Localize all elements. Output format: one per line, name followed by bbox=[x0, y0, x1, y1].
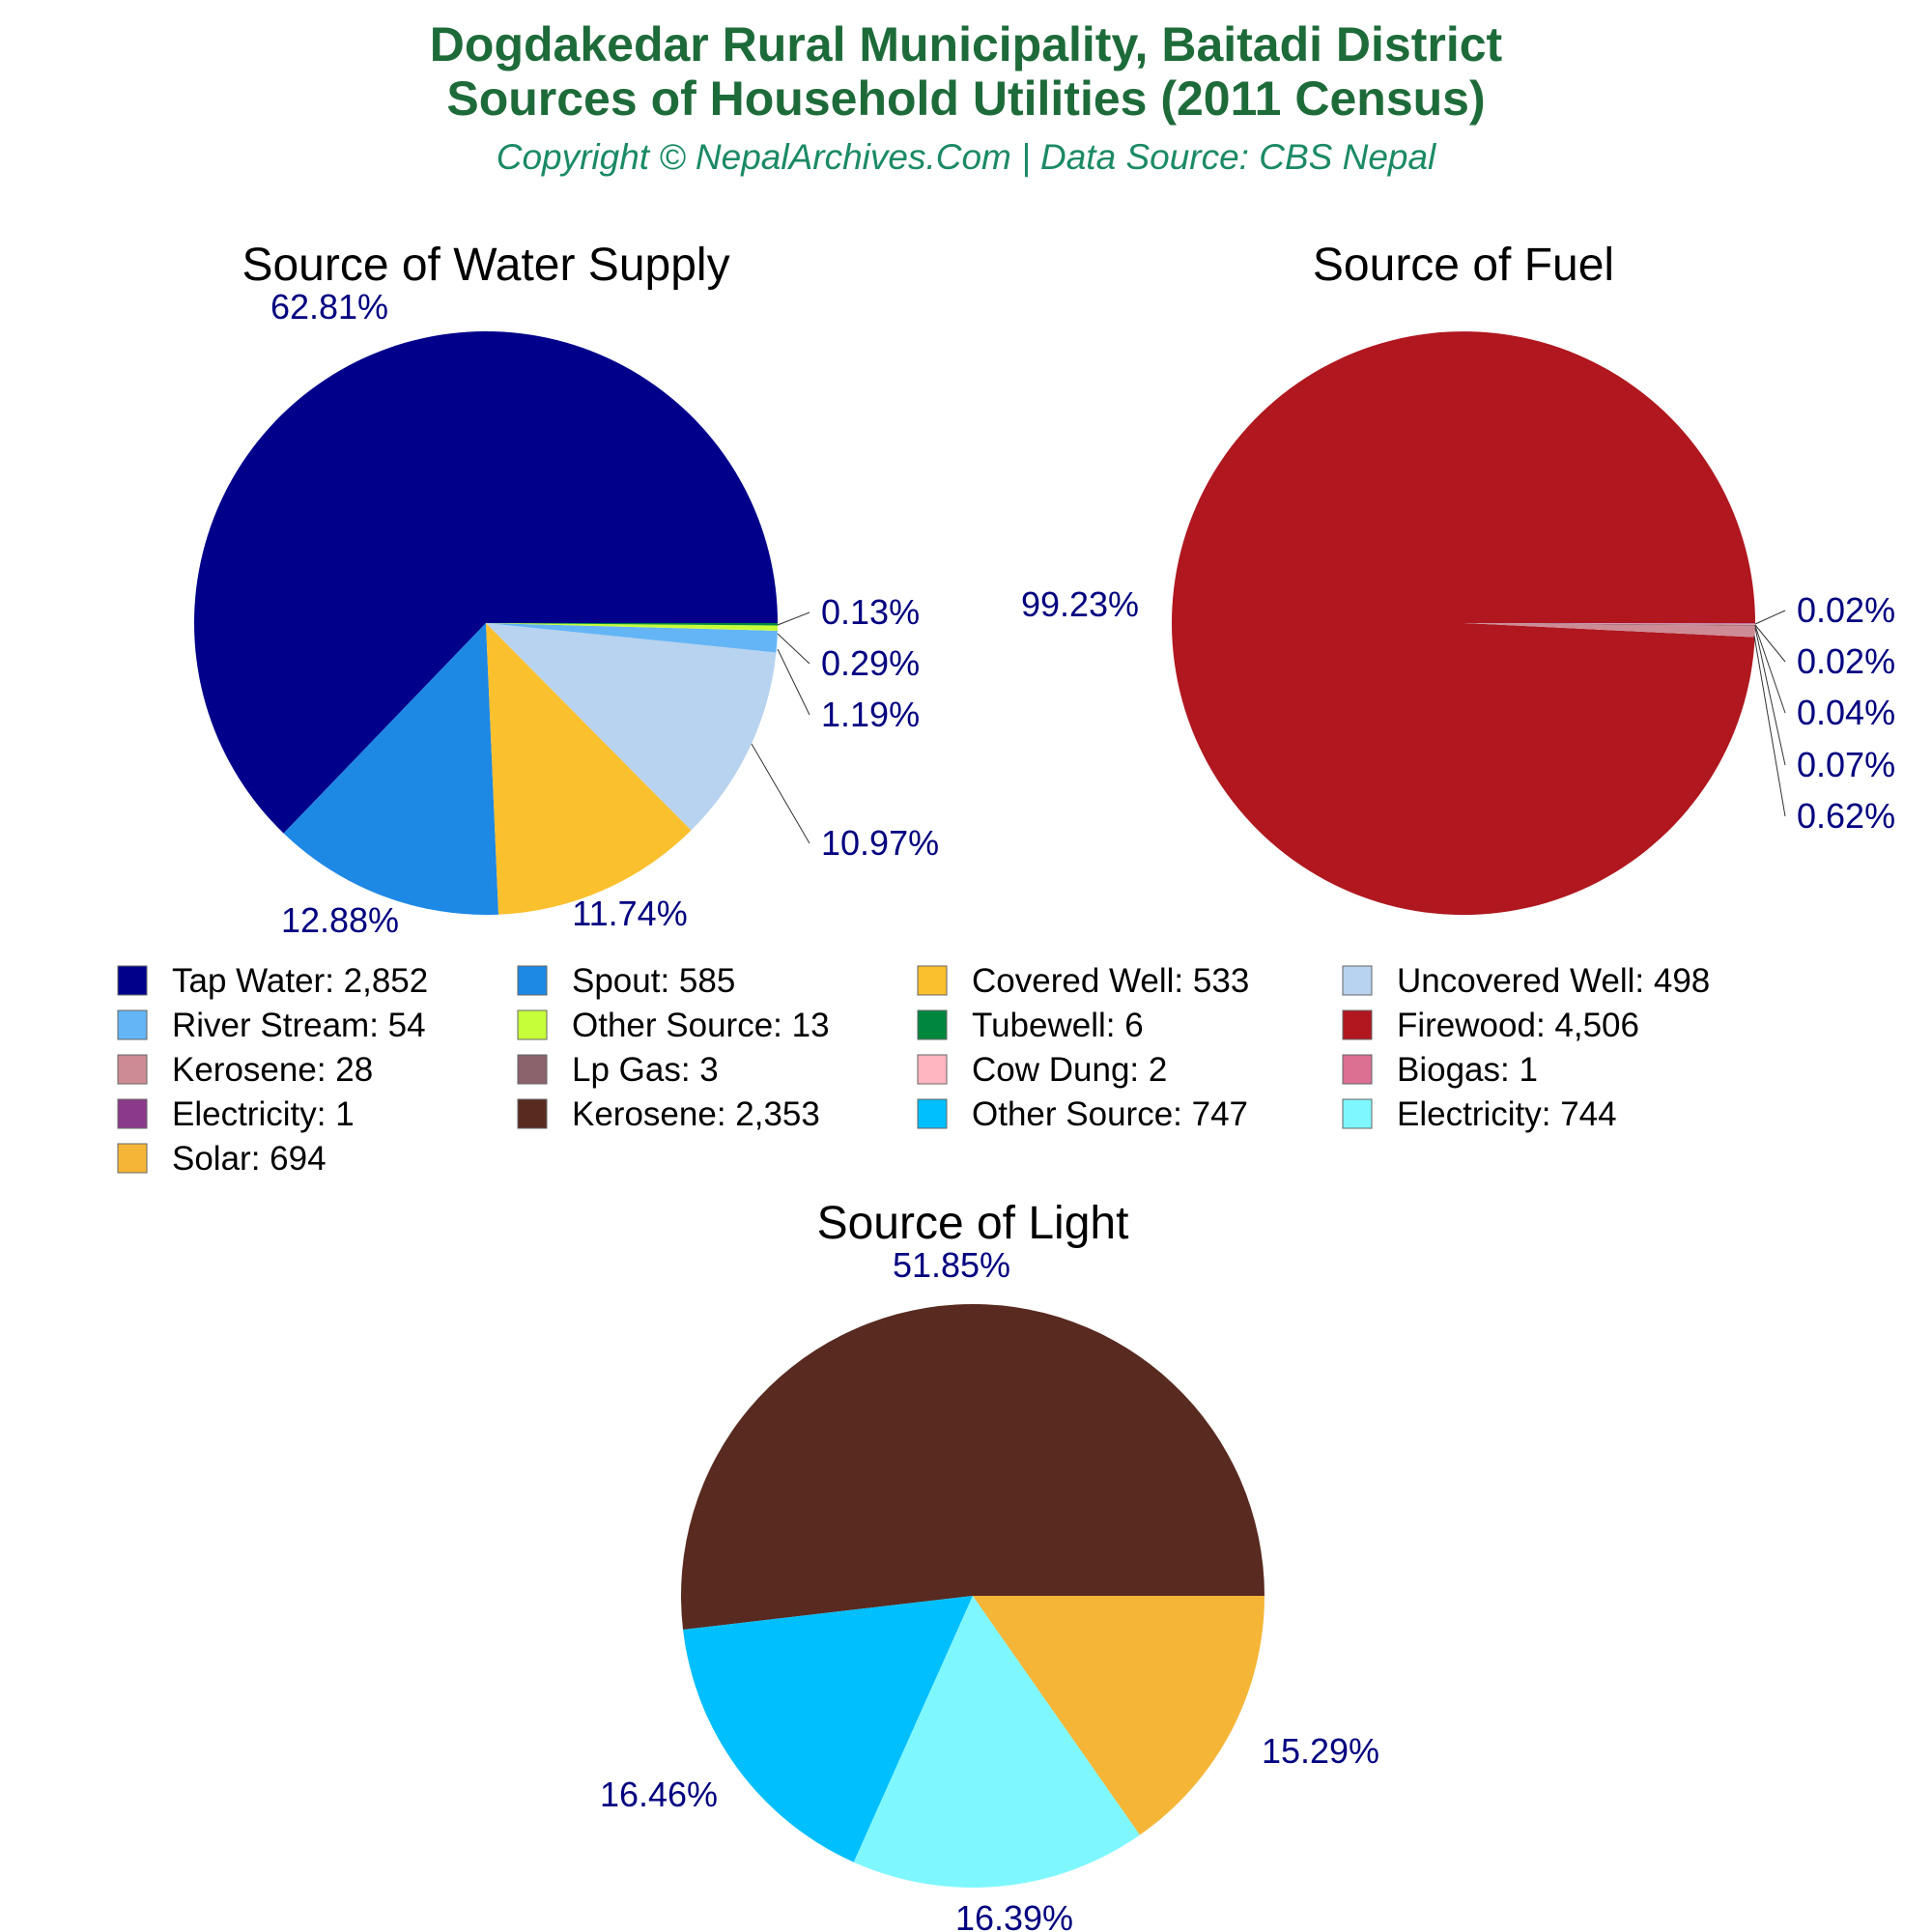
legend-label-tap-water-2-852: Tap Water: 2,852 bbox=[172, 962, 428, 1000]
legend-label-solar-694: Solar: 694 bbox=[172, 1140, 327, 1178]
legend-label-other-source-747: Other Source: 747 bbox=[972, 1095, 1248, 1133]
legend-swatch-solar-694 bbox=[117, 1143, 148, 1174]
source-of-water-supply-percent-label-river-stream: 1.19% bbox=[821, 695, 920, 734]
source-of-light-slice-electricity bbox=[853, 1596, 1140, 1889]
source-of-water-supply-slice-spout bbox=[283, 623, 499, 916]
source-of-fuel-leader-line-cow-dung bbox=[1754, 625, 1786, 714]
legend-swatch-covered-well-533 bbox=[917, 965, 948, 996]
source-of-water-supply-percent-label-tubewell: 0.13% bbox=[821, 592, 920, 632]
legend-label-lp-gas-3: Lp Gas: 3 bbox=[572, 1051, 719, 1089]
legend-swatch-firewood-4-506 bbox=[1342, 1009, 1373, 1040]
chart-title-line-2: Sources of Household Utilities (2011 Cen… bbox=[446, 71, 1486, 126]
source-of-light-slice-solar bbox=[973, 1596, 1264, 1835]
source-of-fuel-leader-line-lp-gas bbox=[1754, 627, 1786, 766]
source-of-water-supply-slice-covered-well bbox=[486, 623, 692, 915]
legend-label-covered-well-533: Covered Well: 533 bbox=[972, 962, 1249, 1000]
source-of-water-supply-percent-label-tap-water: 62.81% bbox=[270, 287, 388, 327]
legend-swatch-tubewell-6 bbox=[917, 1009, 948, 1040]
chart-header: Dogdakedar Rural Municipality, Baitadi D… bbox=[0, 17, 1932, 180]
source-of-fuel-percent-label-cow-dung: 0.04% bbox=[1797, 693, 1895, 732]
source-of-fuel-slice-lp-gas bbox=[1463, 623, 1755, 626]
source-of-light-title: Source of Light bbox=[817, 1198, 1129, 1249]
source-of-fuel-slice-cow-dung bbox=[1463, 623, 1756, 625]
source-of-fuel-percent-label-biogas: 0.02% bbox=[1797, 641, 1895, 681]
source-of-fuel-slice-kerosene bbox=[1463, 623, 1755, 638]
legend-label-tubewell-6: Tubewell: 6 bbox=[972, 1007, 1144, 1044]
legend-swatch-kerosene-28 bbox=[117, 1054, 148, 1085]
legend-swatch-cow-dung-2 bbox=[917, 1054, 948, 1085]
legend-label-biogas-1: Biogas: 1 bbox=[1397, 1051, 1538, 1089]
legend-label-kerosene-2-353: Kerosene: 2,353 bbox=[572, 1095, 820, 1133]
source-of-water-supply-title: Source of Water Supply bbox=[242, 240, 729, 291]
source-of-light-percent-label-other-source: 16.46% bbox=[600, 1775, 718, 1814]
source-of-light-slice-other-source bbox=[683, 1596, 973, 1862]
source-of-fuel-slice-firewood bbox=[1172, 331, 1755, 916]
source-of-water-supply-percent-label-spout: 12.88% bbox=[281, 900, 399, 940]
source-of-water-supply-slice-tubewell bbox=[486, 623, 779, 626]
chart-title-line-1: Dogdakedar Rural Municipality, Baitadi D… bbox=[429, 17, 1503, 71]
legend-label-electricity-1: Electricity: 1 bbox=[172, 1095, 355, 1133]
source-of-light-percent-label-kerosene: 51.85% bbox=[893, 1245, 1010, 1285]
legend-swatch-electricity-744 bbox=[1342, 1098, 1373, 1129]
source-of-fuel-percent-label-electricity: 0.02% bbox=[1797, 590, 1895, 630]
legend-label-electricity-744: Electricity: 744 bbox=[1397, 1095, 1617, 1133]
source-of-light-percent-label-electricity: 16.39% bbox=[955, 1898, 1073, 1932]
legend-swatch-tap-water-2-852 bbox=[117, 965, 148, 996]
source-of-water-supply-percent-label-covered-well: 11.74% bbox=[572, 894, 687, 933]
chart-subtitle: Copyright © NepalArchives.Com | Data Sou… bbox=[496, 137, 1436, 177]
source-of-water-supply-slice-river-stream bbox=[486, 623, 778, 653]
source-of-fuel-percent-label-kerosene: 0.62% bbox=[1797, 796, 1895, 836]
source-of-water-supply-slice-uncovered-well bbox=[486, 623, 777, 831]
source-of-water-supply-leader-line-uncovered-well bbox=[751, 743, 810, 844]
legend-label-other-source-13: Other Source: 13 bbox=[572, 1007, 830, 1044]
legend-swatch-electricity-1 bbox=[117, 1098, 148, 1129]
source-of-water-supply-leader-line-other-source bbox=[777, 633, 810, 665]
legend-swatch-other-source-13 bbox=[517, 1009, 548, 1040]
fuel-pie: Source of Fuel 99.23% 0.62% 0.07% 0.04% 0.02%… bbox=[1021, 240, 1895, 916]
source-of-fuel-title: Source of Fuel bbox=[1313, 240, 1614, 291]
legend-swatch-biogas-1 bbox=[1342, 1054, 1373, 1085]
legend-swatch-other-source-747 bbox=[917, 1098, 948, 1129]
legend-label-river-stream-54: River Stream: 54 bbox=[172, 1007, 426, 1044]
legend-label-cow-dung-2: Cow Dung: 2 bbox=[972, 1051, 1167, 1089]
source-of-water-supply-percent-label-uncovered-well: 10.97% bbox=[821, 823, 939, 863]
source-of-fuel-percent-label-firewood: 99.23% bbox=[1021, 584, 1139, 624]
source-of-water-supply-leader-line-tubewell bbox=[777, 611, 810, 626]
source-of-fuel-leader-line-electricity bbox=[1754, 610, 1786, 625]
source-of-water-supply-leader-line-river-stream bbox=[777, 648, 810, 716]
legend-label-spout-585: Spout: 585 bbox=[572, 962, 735, 1000]
source-of-light-percent-label-solar: 15.29% bbox=[1262, 1731, 1379, 1771]
source-of-water-supply-slice-other-source bbox=[486, 623, 778, 631]
source-of-water-supply-percent-label-other-source: 0.29% bbox=[821, 643, 920, 683]
source-of-light-slice-kerosene bbox=[680, 1303, 1264, 1631]
source-of-fuel-slice-biogas bbox=[1463, 623, 1756, 624]
legend: Tap Water: 2,852 Spout: 585 Covered Well: … bbox=[117, 962, 1710, 1178]
legend-swatch-river-stream-54 bbox=[117, 1009, 148, 1040]
legend-swatch-lp-gas-3 bbox=[517, 1054, 548, 1085]
source-of-fuel-leader-line-biogas bbox=[1754, 624, 1786, 663]
legend-label-uncovered-well-498: Uncovered Well: 498 bbox=[1397, 962, 1710, 1000]
source-of-water-supply-slice-tap-water bbox=[193, 331, 778, 834]
source-of-fuel-leader-line-kerosene bbox=[1753, 635, 1786, 817]
legend-label-firewood-4-506: Firewood: 4,506 bbox=[1397, 1007, 1639, 1044]
legend-swatch-spout-585 bbox=[517, 965, 548, 996]
legend-label-kerosene-28: Kerosene: 28 bbox=[172, 1051, 373, 1089]
source-of-fuel-percent-label-lp-gas: 0.07% bbox=[1797, 745, 1895, 784]
legend-swatch-uncovered-well-498 bbox=[1342, 965, 1373, 996]
legend-swatch-kerosene-2-353 bbox=[517, 1098, 548, 1129]
